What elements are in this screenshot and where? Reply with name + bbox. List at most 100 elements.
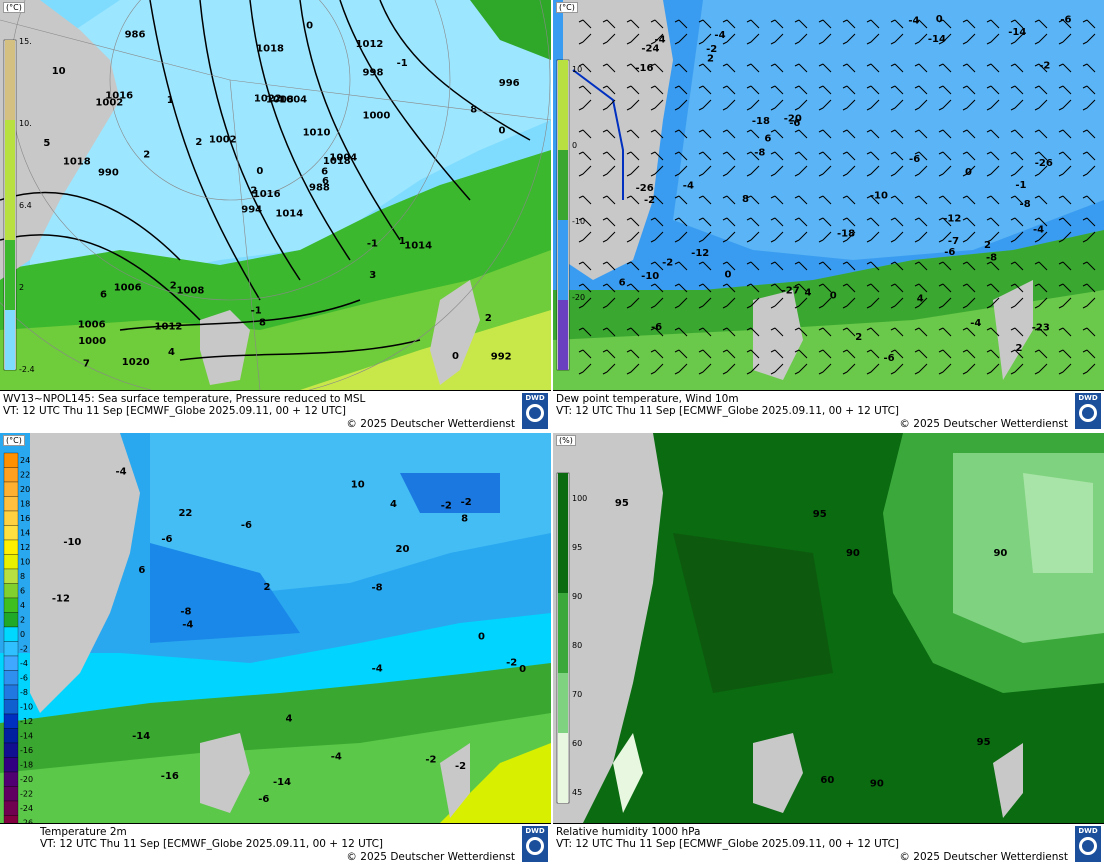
- scale-swatch: [3, 800, 19, 816]
- map-value-label: -27: [782, 286, 800, 297]
- wind-barb-icon: [674, 231, 688, 243]
- scale-swatch: [3, 699, 19, 715]
- wind-barb-icon: [650, 151, 664, 161]
- scale-label: -16: [20, 746, 33, 755]
- wind-barb-icon: [1082, 217, 1096, 227]
- wind-barb-icon: [650, 231, 664, 243]
- map-value-label: 992: [491, 351, 512, 362]
- scale-swatch: [3, 539, 19, 555]
- wind-barb-icon: [1082, 63, 1096, 73]
- map-value-label: 0: [725, 270, 732, 281]
- wind-barb-icon: [794, 99, 808, 111]
- wind-barb-icon: [1058, 99, 1072, 111]
- scale-label: 14: [20, 529, 30, 538]
- wind-barb-icon: [1082, 231, 1096, 243]
- map-value-label: -10: [63, 537, 81, 548]
- wind-barb-icon: [626, 297, 640, 309]
- wind-barb-icon: [794, 195, 808, 205]
- wind-barb-icon: [626, 151, 640, 161]
- map-value-label: -4: [654, 35, 665, 46]
- wind-barb-icon: [818, 99, 832, 111]
- wind-barb-icon: [602, 297, 616, 309]
- wind-barb-icon: [1082, 327, 1096, 337]
- wind-barb-icon: [1034, 283, 1048, 293]
- map-value-label: 4: [285, 713, 292, 724]
- scale-label: -20: [572, 293, 585, 302]
- map-value-label: 2: [855, 332, 862, 343]
- wind-barb-icon: [986, 85, 1000, 95]
- map-value-label: 2: [485, 313, 492, 324]
- wind-barb-icon: [1010, 19, 1024, 29]
- map-value-label: 22: [178, 508, 192, 519]
- wind-barb-icon: [866, 327, 880, 337]
- t2m-caption-title: Temperature 2m: [40, 826, 127, 838]
- wind-barb-icon: [962, 283, 976, 293]
- map-value-label: -4: [115, 467, 126, 478]
- wind-barb-icon: [818, 217, 832, 227]
- map-value-label: 95: [615, 498, 629, 509]
- map-value-label: -4: [908, 15, 919, 26]
- wind-barb-icon: [1010, 33, 1024, 45]
- wind-barb-icon: [890, 349, 904, 359]
- wind-barb-icon: [746, 327, 760, 337]
- map-value-label: -14: [132, 731, 150, 742]
- scale-label: 2: [20, 616, 25, 625]
- wind-barb-icon: [794, 261, 808, 271]
- wind-barb-icon: [722, 151, 736, 161]
- wind-barb-icon: [962, 85, 976, 95]
- wind-barb-icon: [602, 151, 616, 161]
- wind-barb-icon: [866, 129, 880, 139]
- panel-sst-msl: 15. 10. 6.4 2 -2.4 1014 1002 1016 1006 1018 1008 1…: [0, 0, 551, 431]
- map-value-label: 0: [830, 290, 837, 301]
- wind-barb-icon: [650, 363, 664, 375]
- wind-barb-icon: [914, 85, 928, 95]
- wind-barb-icon: [986, 217, 1000, 227]
- panel-dewpoint-wind: 10 0 -10 -20 -12 -8 -6 -4 -6 -4 -10 -14 -18 -6 -16 -26…: [553, 0, 1104, 431]
- wind-barb-icon: [794, 165, 808, 177]
- map-value-label: -26: [1035, 158, 1053, 169]
- wind-barb-icon: [1082, 99, 1096, 111]
- wind-barb-icon: [962, 261, 976, 271]
- map-value-label: 0: [936, 14, 943, 25]
- wind-barb-icon: [890, 19, 904, 29]
- map-value-label: -7: [948, 236, 959, 247]
- map-value-label: 1000: [78, 336, 106, 347]
- wind-barb-icon: [890, 129, 904, 139]
- wind-barb-icon: [626, 195, 640, 205]
- wind-barb-icon: [890, 165, 904, 177]
- map-value-label: 0: [478, 632, 485, 643]
- scale-swatch: [3, 728, 19, 744]
- wind-barb-icon: [674, 165, 688, 177]
- wind-barb-icon: [1082, 33, 1096, 45]
- wind-barb-icon: [962, 63, 976, 73]
- wind-barb-icon: [962, 33, 976, 45]
- wind-barb-icon: [938, 327, 952, 337]
- wind-barb-icon: [1082, 195, 1096, 205]
- scale-label: 4: [20, 601, 25, 610]
- wind-barb-icon: [818, 85, 832, 95]
- wind-barb-icon: [1058, 33, 1072, 45]
- wind-barb-icon: [1034, 349, 1048, 359]
- map-value-label: 0: [519, 664, 526, 675]
- scale-label: 10: [572, 65, 582, 74]
- wind-barb-icon: [890, 85, 904, 95]
- map-value-label: 6: [764, 134, 771, 145]
- wind-barb-icon: [818, 33, 832, 45]
- scale-swatch: [3, 452, 19, 468]
- wind-barb-icon: [674, 19, 688, 29]
- map-value-label: -18: [752, 116, 770, 127]
- wind-barb-icon: [938, 151, 952, 161]
- wind-barb-icon: [770, 349, 784, 359]
- wind-barb-icon: [1082, 363, 1096, 375]
- scale-swatch: [3, 597, 19, 613]
- wind-barb-icon: [866, 99, 880, 111]
- wind-barb-icon: [578, 151, 592, 161]
- wind-barb-icon: [1082, 165, 1096, 177]
- wind-barb-icon: [1082, 19, 1096, 29]
- map-value-label: 1010: [303, 128, 331, 139]
- wind-barb-icon: [1010, 195, 1024, 205]
- wind-barb-icon: [890, 297, 904, 309]
- wind-barb-icon: [914, 19, 928, 29]
- wind-barb-icon: [794, 63, 808, 73]
- wind-barb-icon: [578, 231, 592, 243]
